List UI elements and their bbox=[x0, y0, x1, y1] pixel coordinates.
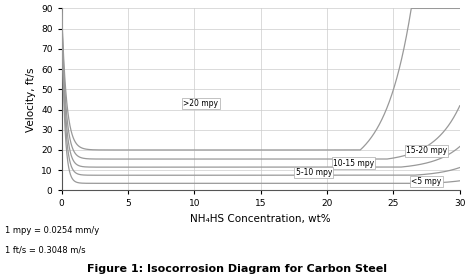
Text: 1 mpy = 0.0254 mm/y: 1 mpy = 0.0254 mm/y bbox=[5, 226, 99, 235]
Text: Figure 1: Isocorrosion Diagram for Carbon Steel: Figure 1: Isocorrosion Diagram for Carbo… bbox=[87, 264, 387, 274]
Text: <5 mpy: <5 mpy bbox=[411, 177, 442, 186]
X-axis label: NH₄HS Concentration, wt%: NH₄HS Concentration, wt% bbox=[191, 214, 331, 224]
Y-axis label: Velocity, ft/s: Velocity, ft/s bbox=[26, 67, 36, 132]
Text: 10-15 mpy: 10-15 mpy bbox=[333, 158, 374, 168]
Text: 1 ft/s = 0.3048 m/s: 1 ft/s = 0.3048 m/s bbox=[5, 246, 85, 255]
Text: 5-10 mpy: 5-10 mpy bbox=[296, 168, 332, 177]
Text: 15-20 mpy: 15-20 mpy bbox=[406, 146, 447, 155]
Text: >20 mpy: >20 mpy bbox=[183, 99, 219, 108]
